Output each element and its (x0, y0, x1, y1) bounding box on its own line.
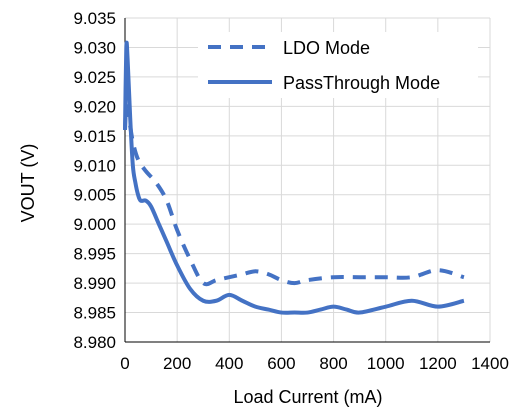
x-tick-label: 1000 (367, 354, 405, 373)
x-tick-labels: 0 200 400 600 800 1000 1200 1400 (120, 354, 509, 373)
x-axis-title: Load Current (mA) (233, 387, 382, 407)
legend-label-passthrough-mode: PassThrough Mode (283, 73, 440, 93)
y-tick-label: 9.025 (73, 68, 116, 87)
y-tick-label: 9.030 (73, 38, 116, 57)
legend-background (198, 32, 478, 98)
series-line-ldo-mode (123, 104, 465, 287)
y-tick-label: 9.035 (73, 9, 116, 28)
y-tick-label: 8.985 (73, 304, 116, 323)
y-tick-label: 8.980 (73, 333, 116, 352)
legend: LDO Mode PassThrough Mode (198, 32, 478, 98)
y-tick-label: 9.000 (73, 215, 116, 234)
series-lines (123, 40, 465, 315)
x-tick-label: 600 (267, 354, 295, 373)
y-tick-label: 9.010 (73, 156, 116, 175)
y-tick-label: 9.015 (73, 127, 116, 146)
y-axis-title: VOUT (V) (18, 144, 38, 223)
y-tick-label: 9.005 (73, 186, 116, 205)
y-tick-label: 8.995 (73, 245, 116, 264)
x-tick-label: 1200 (419, 354, 457, 373)
y-tick-label: 9.020 (73, 97, 116, 116)
x-tick-label: 200 (163, 354, 191, 373)
y-tick-labels: 8.980 8.985 8.990 8.995 9.000 9.005 9.010 9.015… (73, 9, 116, 352)
y-tick-label: 8.990 (73, 274, 116, 293)
x-tick-label: 400 (215, 354, 243, 373)
legend-label-ldo-mode: LDO Mode (283, 38, 370, 58)
x-tick-label: 1400 (471, 354, 509, 373)
series-line-passthrough-mode (123, 40, 465, 315)
x-tick-label: 800 (319, 354, 347, 373)
x-tick-label: 0 (120, 354, 129, 373)
